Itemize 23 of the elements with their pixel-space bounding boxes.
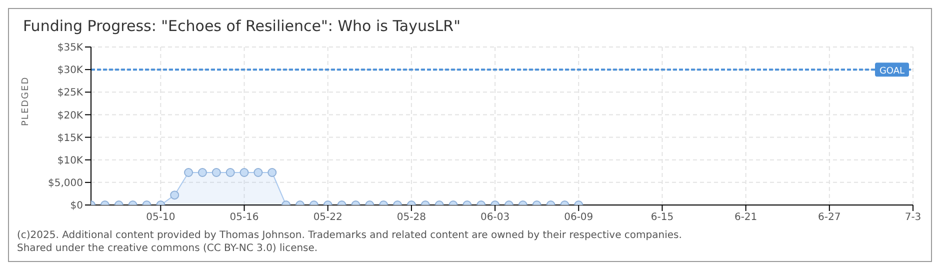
x-tick-label: 6-15 (650, 212, 674, 224)
x-tick-label: 05-22 (313, 212, 342, 224)
chart-title: Funding Progress: "Echoes of Resilience": Who is TayusLR" (23, 17, 460, 35)
y-tick-label: $0 (70, 200, 83, 212)
y-tick-label: $20K (57, 110, 84, 122)
x-tick-label: 7-3 (904, 212, 922, 224)
text: (c)2025. Additional content provided by Thomas Johnson. Trademarks and related content are owned by their respective companies. (17, 229, 682, 242)
ref-line-label: GOAL (879, 66, 905, 77)
x-tick-label: 05-28 (396, 212, 426, 224)
y-tick-label: $10K (57, 155, 84, 166)
x-tick-label: 05-16 (230, 212, 259, 224)
x-tick-label: 06-09 (564, 212, 594, 224)
y-tick-label: $5,000 (48, 178, 83, 189)
y-tick-label: $35K (57, 42, 84, 54)
y-tick-label: $25K (57, 88, 84, 99)
x-tick-label: 6-27 (818, 212, 841, 224)
y-axis-title: PLEDGED (21, 76, 32, 126)
text: Shared under the creative commons (CC BY-NC 3.0) license. (17, 242, 319, 255)
y-tick-label: $15K (57, 132, 84, 144)
y-tick-label: $30K (57, 65, 84, 76)
x-tick-label: 6-21 (734, 212, 758, 224)
x-tick-label: 06-03 (480, 212, 510, 224)
x-tick-label: 05-10 (146, 212, 176, 224)
